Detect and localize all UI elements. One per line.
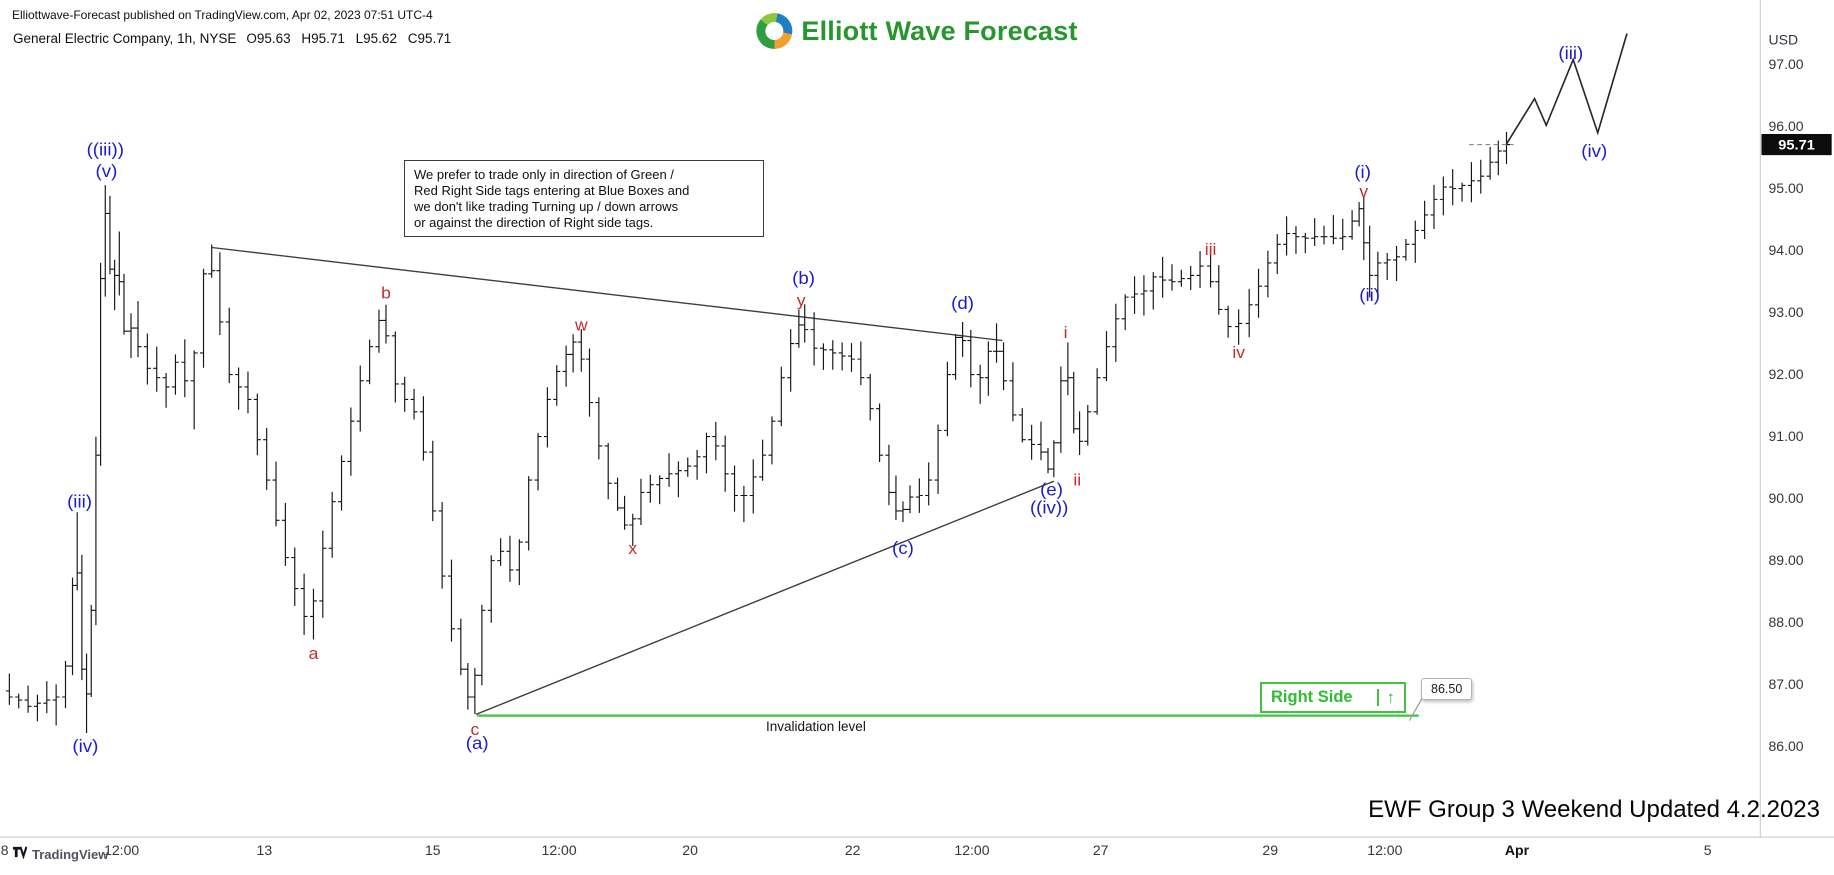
price-tick: 97.00 bbox=[1769, 57, 1804, 72]
tradingview-icon bbox=[12, 844, 28, 864]
ewf-logo-wordmark: Elliott Wave Forecast bbox=[801, 15, 1078, 46]
price-tick: 91.00 bbox=[1769, 429, 1804, 444]
symbol-title[interactable]: General Electric Company, 1h, NYSE bbox=[13, 31, 237, 46]
price-tick: 88.00 bbox=[1769, 615, 1804, 630]
wave-label-red[interactable]: i bbox=[1064, 323, 1068, 342]
wave-label-blue[interactable]: ((iv)) bbox=[1030, 497, 1068, 517]
wave-label-red[interactable]: ii bbox=[1073, 471, 1081, 490]
wave-label-red[interactable]: iv bbox=[1232, 343, 1245, 362]
wave-label-blue[interactable]: (c) bbox=[892, 537, 914, 557]
arrow-up-icon: ↑ bbox=[1376, 689, 1395, 706]
wave-label-blue[interactable]: ((iii)) bbox=[87, 139, 124, 159]
triangle-lower-line[interactable] bbox=[475, 480, 1055, 716]
time-tick: 12:00 bbox=[1367, 843, 1402, 858]
right-side-tag[interactable]: Right Side ↑ bbox=[1260, 682, 1406, 713]
last-price-value: 95.71 bbox=[1778, 138, 1815, 154]
price-tick: 94.00 bbox=[1769, 243, 1804, 258]
wave-label-red[interactable]: y bbox=[797, 291, 806, 310]
time-tick: 13 bbox=[257, 843, 273, 858]
last-price-tag bbox=[1761, 133, 1832, 156]
price-tick: 86.00 bbox=[1769, 739, 1804, 754]
wave-label-blue[interactable]: (iv) bbox=[72, 736, 98, 756]
label-pointer-line[interactable] bbox=[1408, 695, 1424, 721]
wave-label-blue[interactable]: (e) bbox=[1040, 479, 1063, 499]
note-line: We prefer to trade only in direction of … bbox=[414, 167, 674, 182]
publish-attribution: Elliottwave-Forecast published on Tradin… bbox=[12, 8, 433, 22]
wave-label-blue[interactable]: (i) bbox=[1354, 161, 1371, 181]
price-tick: 92.00 bbox=[1769, 367, 1804, 382]
time-tick: 5 bbox=[1704, 843, 1712, 858]
time-tick: 12:00 bbox=[104, 843, 139, 858]
price-tick: 87.00 bbox=[1769, 677, 1804, 692]
wave-label-red[interactable]: w bbox=[574, 316, 588, 335]
time-tick: 15 bbox=[425, 843, 441, 858]
ohlc-values: O95.63 H95.71 L95.62 C95.71 bbox=[246, 31, 452, 46]
time-tick: 12:00 bbox=[954, 843, 989, 858]
wave-label-blue[interactable]: (v) bbox=[96, 160, 118, 180]
time-tick: 20 bbox=[682, 843, 698, 858]
note-line: or against the direction of Right side t… bbox=[414, 214, 654, 230]
wave-label-blue[interactable]: (iv) bbox=[1581, 140, 1607, 160]
wave-label-red[interactable]: iii bbox=[1205, 240, 1217, 259]
time-tick: Apr bbox=[1505, 843, 1530, 858]
time-tick: 22 bbox=[845, 843, 861, 858]
price-tick: 96.00 bbox=[1769, 119, 1804, 134]
time-tick: 29 bbox=[1262, 843, 1278, 858]
time-tick: 27 bbox=[1093, 843, 1109, 858]
currency-label: USD bbox=[1769, 33, 1799, 48]
symbol-legend: General Electric Company, 1h, NYSE O95.63… bbox=[13, 31, 451, 46]
tradingview-attribution[interactable]: TradingView bbox=[12, 844, 108, 864]
time-tick: 12:00 bbox=[542, 843, 577, 858]
time-tick: 8 bbox=[1, 843, 9, 858]
trade-direction-note: We prefer to trade only in direction of … bbox=[404, 160, 764, 238]
invalidation-level-caption: Invalidation level bbox=[766, 719, 866, 734]
price-tick: 89.00 bbox=[1769, 553, 1804, 568]
wave-label-blue[interactable]: (iii) bbox=[67, 491, 92, 511]
note-line: we don't like trading Turning up / down … bbox=[414, 198, 679, 214]
ohlc-bars-series bbox=[5, 131, 1511, 733]
note-line: Red Right Side tags entering at Blue Box… bbox=[414, 182, 690, 198]
wave-label-red[interactable]: v bbox=[1359, 183, 1368, 202]
projection-path[interactable] bbox=[1505, 33, 1628, 145]
wave-label-red[interactable]: b bbox=[381, 284, 391, 303]
weekend-update-caption: EWF Group 3 Weekend Updated 4.2.2023 bbox=[1368, 796, 1820, 823]
price-tick: 93.00 bbox=[1769, 305, 1804, 320]
invalidation-price-label[interactable]: 86.50 bbox=[1421, 678, 1473, 700]
tradingview-wordmark: TradingView bbox=[32, 846, 109, 862]
wave-label-blue[interactable]: (b) bbox=[792, 267, 815, 287]
ewf-logo-icon bbox=[756, 13, 793, 49]
wave-label-red[interactable]: c bbox=[470, 720, 479, 739]
right-side-label: Right Side bbox=[1271, 688, 1353, 706]
triangle-upper-line[interactable] bbox=[211, 246, 1003, 342]
wave-label-red[interactable]: x bbox=[628, 539, 637, 558]
wave-label-blue[interactable]: (a) bbox=[466, 733, 489, 753]
wave-label-blue[interactable]: (iii) bbox=[1558, 42, 1583, 62]
price-tick: 90.00 bbox=[1769, 491, 1804, 506]
wave-label-blue[interactable]: (d) bbox=[951, 292, 974, 312]
wave-label-blue[interactable]: (ii) bbox=[1359, 284, 1380, 304]
wave-label-red[interactable]: a bbox=[309, 645, 319, 664]
price-tick: 95.00 bbox=[1769, 181, 1804, 196]
ewf-logo: Elliott Wave Forecast bbox=[756, 13, 1077, 49]
